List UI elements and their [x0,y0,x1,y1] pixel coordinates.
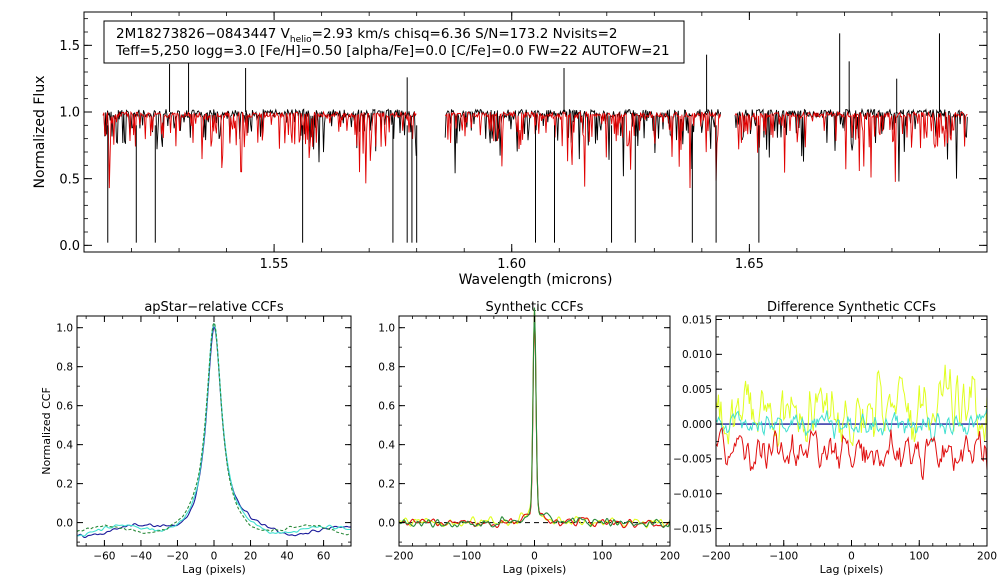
apstar-ccf-x-axis-label: Lag (pixels) [182,563,246,576]
synthetic-ccf-ticks: −200 −100 0 100 200 0.0 0.2 0.4 0.6 0.8 1.0 [378,316,680,563]
x-tick-label: 1.65 [735,257,764,272]
x-tick-label: −20 [166,551,188,563]
y-tick-label: 0.000 [682,419,712,431]
x-tick-label: 0 [211,551,218,563]
x-tick-label: −200 [702,551,731,563]
synthetic-ccf-panel: Synthetic CCFs −200 −100 0 100 2000.00.20.40… [378,300,680,576]
info-line-1-suffix: =2.93 km/s chisq=6.36 S/N=173.2 Nvisits=… [312,26,618,42]
difference-ccf-ticks: −200 −100 0 100 200 −0.015 −0.010 −0.005 0.000 0.… [673,314,997,562]
x-tick-label: 60 [317,551,330,563]
y-tick-label: −0.005 [673,454,712,466]
spectrum-y-axis-label: Normalized Flux [32,76,48,189]
spectrum-ticks: 1.55 1.60 1.65 0.0 0.5 1.0 1.5 [59,12,988,272]
y-tick-label: −0.015 [673,523,712,535]
info-line-2: Teff=5,250 logg=3.0 [Fe/H]=0.50 [alpha/F… [115,43,670,59]
x-tick-label: −100 [452,551,481,563]
model-spectrum-line [102,110,968,189]
difference-ccf-x-axis-label: Lag (pixels) [820,563,884,576]
diff-series-diff-cyan [715,407,988,443]
x-tick-label: −100 [769,551,798,563]
x-tick-label: 0 [848,551,855,563]
y-tick-label: −0.010 [673,489,712,501]
x-tick-label: 40 [280,551,293,563]
x-tick-label: 1.60 [497,257,526,272]
info-line-1-subscript: helio [290,35,312,45]
x-tick-label: −60 [93,551,115,563]
apstar-ccf-traces [76,321,352,539]
x-tick-label: 0 [531,551,538,563]
info-line-1-prefix: 2M18273826−0843447 V [116,26,291,42]
x-tick-label: −40 [130,551,152,563]
spectrum-traces [102,33,968,243]
apstar-ccf-panel: apStar−relative CCFs −60 −40 −20 0 20 40 60 0.0… [40,300,352,576]
ccf-series-synthetic-3 [398,307,671,529]
info-box-frame [103,20,685,64]
y-tick-label: 0.6 [56,400,73,412]
y-tick-label: 1.0 [56,322,73,334]
apstar-ccf-y-axis-label: Normalized CCF [40,387,53,475]
y-tick-label: 0.8 [56,361,73,373]
y-tick-label: 0.005 [682,384,712,396]
difference-ccf-traces [715,364,988,480]
y-tick-label: 0.6 [378,400,395,412]
spectrum-frame [83,11,988,253]
y-tick-label: 0.4 [56,439,73,451]
synthetic-ccf-traces [398,307,671,529]
y-tick-label: 0.0 [59,239,80,254]
x-tick-label: 200 [977,551,997,563]
x-tick-label: 1.55 [260,257,289,272]
y-tick-label: 0.5 [59,172,80,187]
diff-series-diff-yellow [715,364,988,447]
difference-ccf-panel: Difference Synthetic CCFs −200 −100 0 100 20… [673,300,997,576]
x-tick-label: 100 [909,551,929,563]
ccf-series-model [76,321,352,536]
spectrum-x-axis-label: Wavelength (microns) [459,272,613,288]
ccf-series-visit-1 [76,326,352,539]
synthetic-ccf-x-axis-label: Lag (pixels) [503,563,567,576]
apstar-ccf-title: apStar−relative CCFs [144,300,284,315]
y-tick-label: 0.010 [682,349,712,361]
y-tick-label: 0.4 [378,439,395,451]
y-tick-label: 1.0 [378,322,395,334]
y-tick-label: 0.2 [56,478,73,490]
x-tick-label: 20 [244,551,257,563]
y-tick-label: 1.0 [59,106,80,121]
y-tick-label: 1.5 [59,39,80,54]
y-tick-label: 0.0 [378,517,395,529]
apstar-ccf-ticks: −60 −40 −20 0 20 40 60 0.0 0.2 0.4 0.6 0.8 1.0 [56,316,351,563]
info-line-1: 2M18273826−0843447 Vhelio=2.93 km/s chis… [116,26,618,45]
info-box: 2M18273826−0843447 Vhelio=2.93 km/s chis… [103,20,685,64]
spectrum-panel: 1.55 1.60 1.65 0.0 0.5 1.0 1.5 Wavelength (mic… [32,11,988,288]
difference-ccf-title: Difference Synthetic CCFs [767,300,936,315]
x-tick-label: 100 [592,551,612,563]
diff-series-diff-red [715,426,988,480]
x-tick-label: 200 [660,551,680,563]
y-tick-label: 0.8 [378,361,395,373]
x-tick-label: −200 [385,551,414,563]
spectrum-spikes [107,33,940,243]
y-tick-label: 0.0 [56,517,73,529]
y-tick-label: 0.015 [682,314,712,326]
y-tick-label: 0.2 [378,478,395,490]
